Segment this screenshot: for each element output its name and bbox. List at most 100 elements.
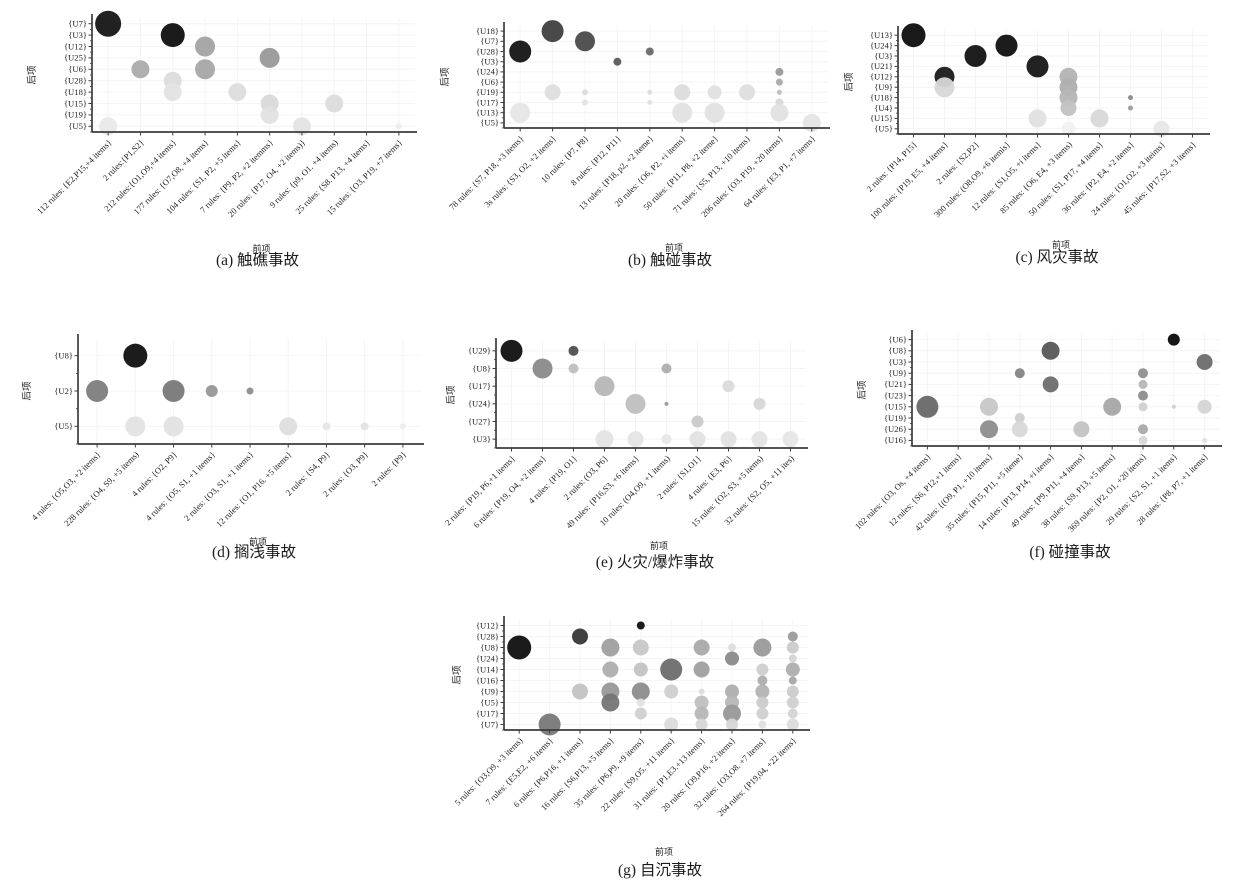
bubble xyxy=(627,431,644,448)
bubble xyxy=(582,99,588,106)
bubble xyxy=(395,123,402,130)
y-tick-label: {U7} xyxy=(480,719,499,729)
y-tick-label: {U17} xyxy=(476,97,499,107)
y-axis-title: 后项 xyxy=(452,665,463,685)
bubble xyxy=(1138,424,1148,435)
bubble xyxy=(595,430,614,449)
y-tick-label: {U24} xyxy=(468,399,491,409)
bubble xyxy=(246,387,254,395)
bubble xyxy=(572,683,588,700)
y-tick-label: {U8} xyxy=(54,350,73,360)
y-tick-label: {U13} xyxy=(870,30,893,40)
bubble xyxy=(292,117,311,136)
bubble xyxy=(500,339,523,362)
bubble xyxy=(964,45,987,67)
y-tick-label: {U28} xyxy=(476,46,499,56)
bubble xyxy=(785,662,800,677)
bubble xyxy=(1060,100,1077,116)
bubble xyxy=(568,345,579,356)
bubble xyxy=(1171,404,1176,409)
bubble xyxy=(162,380,185,402)
y-tick-label: {U12} xyxy=(870,72,893,82)
bubble xyxy=(1073,421,1090,438)
y-tick-label: {U7} xyxy=(68,19,87,29)
y-tick-label: {U29} xyxy=(468,346,491,356)
bubble xyxy=(775,67,784,76)
bubble xyxy=(633,662,648,677)
bubble xyxy=(786,685,799,698)
bubble xyxy=(228,83,247,102)
bubble xyxy=(625,393,646,414)
y-tick-label: {U15} xyxy=(884,402,907,412)
bubble xyxy=(532,358,553,379)
bubble xyxy=(1167,333,1180,346)
bubble xyxy=(788,676,797,685)
bubble xyxy=(1028,109,1047,128)
y-tick-label: {U28} xyxy=(64,76,87,86)
chart-caption: (b) 触碰事故 xyxy=(628,251,712,269)
x-tick-label: 4 rules: {O5, S1, +1 items} xyxy=(144,449,218,523)
bubble xyxy=(647,89,653,95)
y-tick-label: {U17} xyxy=(468,381,491,391)
y-tick-label: {U21} xyxy=(870,61,893,71)
bubble xyxy=(632,639,649,656)
y-tick-label: {U28} xyxy=(476,631,499,641)
y-tick-label: {U18} xyxy=(870,92,893,102)
y-tick-label: {U24} xyxy=(870,40,893,50)
bubble xyxy=(125,416,146,437)
y-tick-label: {U5} xyxy=(480,697,499,707)
x-tick-label: 228 rules: {O4, S9, +5 items) xyxy=(62,449,141,528)
y-tick-label: {U3} xyxy=(68,30,87,40)
bubble xyxy=(664,717,679,732)
bubble xyxy=(541,20,564,43)
x-tick-label: 2 rules: {O3, S1, +1 items} xyxy=(182,449,256,523)
y-tick-label: {U18} xyxy=(476,26,499,36)
x-tick-label: 12 rules: {O1, P16. +5 items} xyxy=(214,449,294,529)
y-axis-title: 后项 xyxy=(844,72,855,92)
bubble xyxy=(786,641,799,654)
bubble xyxy=(509,40,532,63)
bubble xyxy=(739,84,755,101)
bubble xyxy=(753,638,772,657)
x-tick-label: 2 rules: {P14, P15} xyxy=(864,139,918,193)
bubble xyxy=(647,100,653,105)
bubble xyxy=(980,420,998,439)
bubble xyxy=(1138,435,1148,445)
x-axis-title: 前项 xyxy=(665,242,683,253)
y-tick-label: {U6} xyxy=(888,334,907,344)
chart-e-fire-explosion: {U29}{U8}{U17}{U24}{U27}{U3}2 rules: {P1… xyxy=(443,338,808,571)
bubble xyxy=(99,117,118,136)
bubble xyxy=(758,720,767,729)
bubble xyxy=(86,380,109,402)
bubble xyxy=(325,94,344,113)
y-tick-label: {U5} xyxy=(874,124,893,134)
bubble xyxy=(916,395,939,418)
bubble xyxy=(787,631,798,642)
chart-caption: (e) 火灾/爆炸事故 xyxy=(596,552,714,571)
bubble xyxy=(698,688,705,695)
bubble xyxy=(707,85,722,100)
y-tick-label: {U8} xyxy=(480,642,499,652)
y-tick-label: {U5} xyxy=(68,121,87,131)
y-tick-label: {U23} xyxy=(884,390,907,400)
bubble xyxy=(1128,105,1133,111)
y-tick-label: {U8} xyxy=(888,346,907,356)
bubble xyxy=(661,434,672,445)
y-tick-label: {U3} xyxy=(888,357,907,367)
y-tick-label: {U9} xyxy=(480,686,499,696)
bubble xyxy=(575,31,595,52)
y-tick-label: {U21} xyxy=(884,379,907,389)
bubble xyxy=(786,696,799,709)
bubble xyxy=(725,684,739,699)
x-tick-label: 4 rules: {O5,O3, +2 items} xyxy=(29,449,102,522)
bubble xyxy=(695,718,708,731)
bubble xyxy=(1138,379,1148,389)
bubble xyxy=(510,102,531,123)
bubble xyxy=(259,47,280,68)
y-tick-label: {U3} xyxy=(874,51,893,61)
bubble xyxy=(1202,437,1208,443)
y-tick-label: {U6} xyxy=(68,64,87,74)
bubble xyxy=(672,102,693,123)
y-tick-label: {U25} xyxy=(64,53,87,63)
